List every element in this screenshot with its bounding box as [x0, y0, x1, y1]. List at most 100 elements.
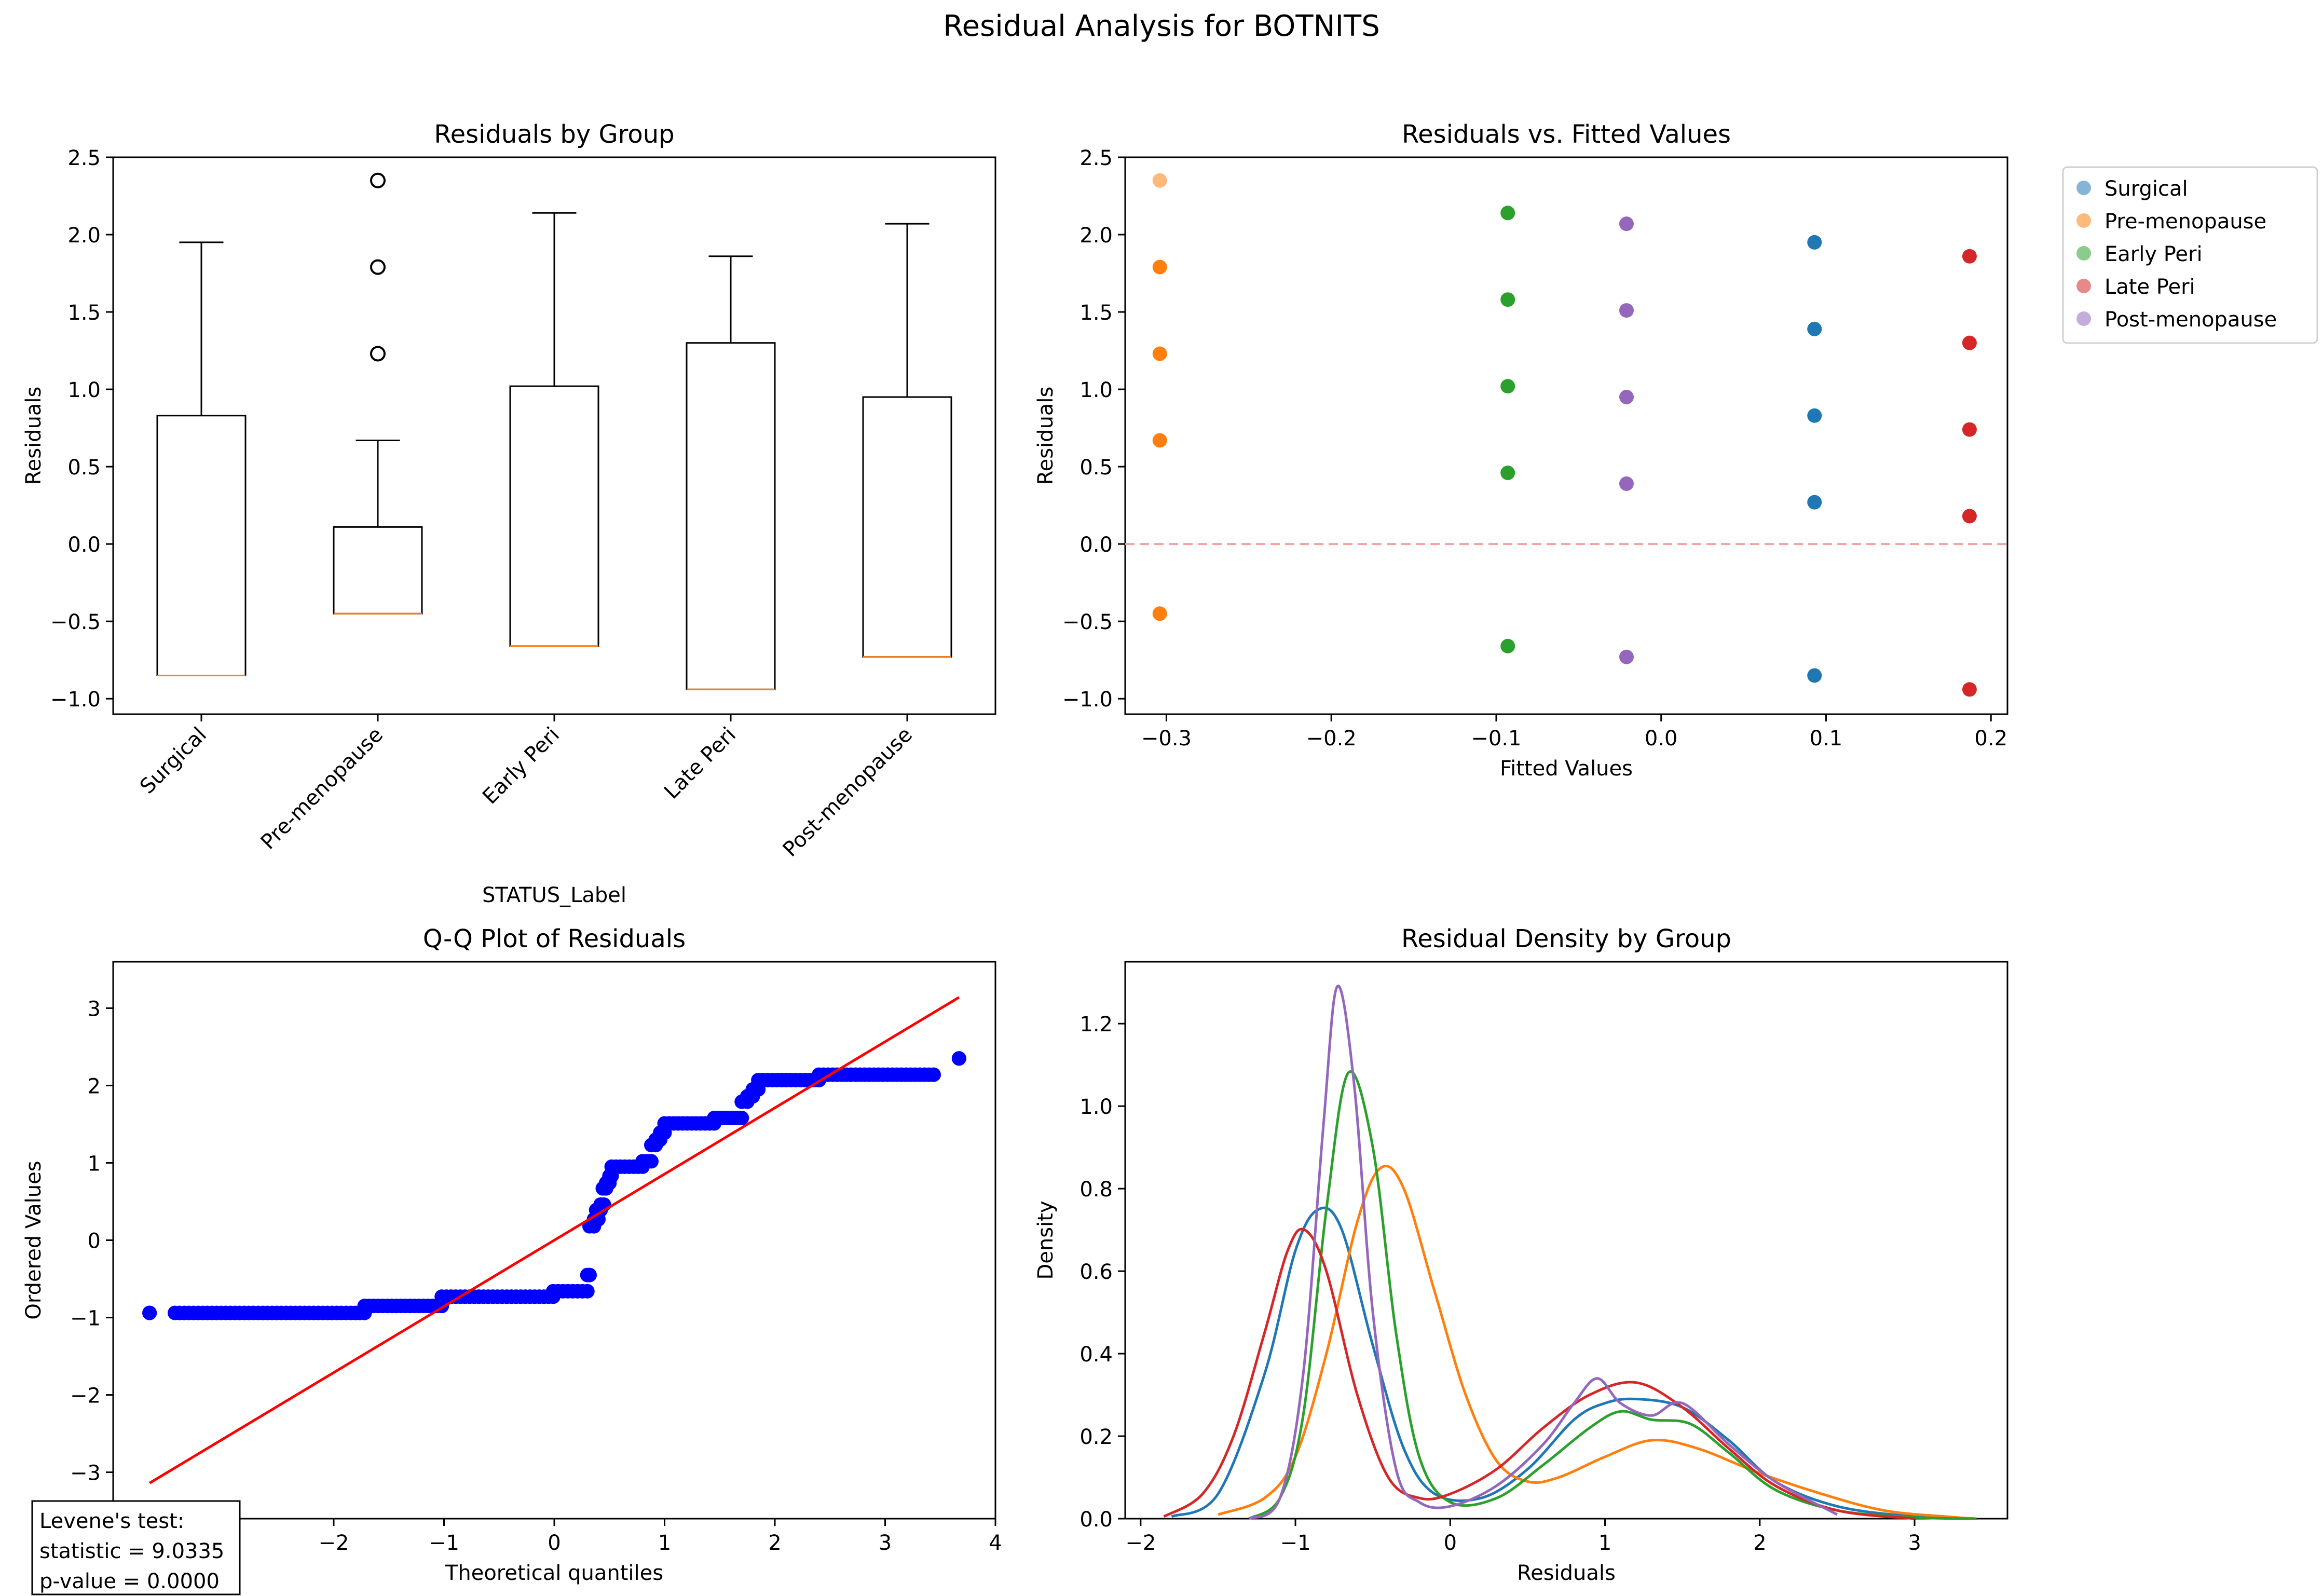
y-tick-label: −1 [70, 1307, 101, 1331]
x-tick-label: 1 [1598, 1531, 1611, 1555]
legend-marker [2076, 181, 2091, 195]
y-axis-label: Residuals [1034, 387, 1058, 485]
box-body [156, 415, 247, 676]
annotation-line-2: statistic = 9.0335 [39, 1539, 224, 1563]
y-tick-label: −3 [70, 1462, 101, 1485]
data-point [1962, 249, 1977, 264]
x-tick-label: −2 [319, 1531, 349, 1555]
qq-point [644, 1154, 659, 1169]
axes-frame [1124, 961, 2008, 1520]
data-point [1807, 408, 1822, 423]
x-tick-label: −1 [1280, 1531, 1311, 1555]
data-point [1619, 303, 1634, 318]
figure-title: Residual Analysis for BOTNITS [943, 9, 1380, 43]
legend-label: Surgical [2105, 177, 2188, 201]
data-point [1619, 216, 1634, 231]
y-tick-label: 0.0 [1079, 533, 1113, 557]
x-tick-label: Early Peri [478, 723, 564, 809]
data-point [1807, 668, 1822, 683]
x-axis-label: Theoretical quantiles [445, 1561, 663, 1585]
x-tick-label: Late Peri [660, 723, 741, 804]
outlier-point [370, 259, 386, 275]
box-body [333, 526, 423, 615]
x-tick-label: 3 [1908, 1531, 1921, 1555]
x-tick-label: Post-menopause [778, 723, 917, 862]
y-tick-label: −2 [70, 1384, 101, 1408]
data-point [1962, 422, 1977, 437]
y-tick-label: −0.5 [50, 610, 101, 634]
qq-point [951, 1051, 966, 1066]
y-tick-label: 0.4 [1079, 1343, 1113, 1367]
x-axis-label: Fitted Values [1500, 757, 1633, 781]
annotation-line-1: Levene's test: [39, 1509, 184, 1533]
series-late-peri [1962, 249, 1977, 697]
legend: Surgical Pre-menopause Early Peri Late Peri… [2062, 166, 2318, 344]
outlier-point [370, 346, 386, 362]
y-tick-label: −1.0 [50, 688, 101, 712]
box-3 [509, 212, 599, 647]
legend-box [2062, 166, 2318, 344]
box-plot-panel: Residuals by Group −1.0 −0.5 0.0 0.5 1.0 1.5 2.… [22, 120, 996, 907]
data-point [1807, 495, 1822, 510]
density-curve-early-peri [1248, 1070, 1977, 1520]
y-tick-label: 1.0 [67, 378, 101, 402]
x-tick-label: Surgical [135, 723, 211, 799]
axes-frame [1124, 156, 2008, 715]
y-tick-label: 3 [88, 997, 101, 1021]
data-point [1807, 235, 1822, 250]
data-point [1962, 335, 1977, 350]
x-tick-label: −0.2 [1306, 727, 1357, 751]
box-body [686, 342, 776, 690]
data-point [1500, 379, 1515, 394]
y-axis-label: Residuals [22, 387, 46, 485]
y-tick-label: 0.0 [67, 533, 101, 557]
y-tick-label: 0.5 [1079, 456, 1113, 480]
x-tick-label: 1 [658, 1531, 671, 1555]
y-tick-label: 0.0 [1079, 1508, 1113, 1532]
data-point [1619, 476, 1634, 491]
legend-label: Pre-menopause [2105, 210, 2266, 234]
x-tick-label: 0 [548, 1531, 561, 1555]
x-axis-label: Residuals [1517, 1561, 1616, 1585]
y-tick-label: 1.0 [1079, 1095, 1113, 1119]
y-axis-label: Density [1034, 1201, 1058, 1279]
x-axis-label: STATUS_Label [482, 883, 626, 907]
data-point [1152, 260, 1167, 275]
series-post-menopause [1619, 216, 1634, 664]
data-point [1619, 649, 1634, 664]
y-tick-label: −1.0 [1062, 688, 1113, 712]
legend-marker [2076, 279, 2091, 293]
legend-label: Early Peri [2105, 242, 2203, 266]
data-point [1962, 509, 1977, 524]
y-tick-label: 2.5 [67, 146, 101, 170]
legend-marker [2076, 213, 2091, 228]
x-tick-label: 4 [989, 1531, 1002, 1555]
y-tick-label: 2.0 [67, 224, 101, 248]
qq-point [580, 1284, 595, 1299]
data-point [1152, 173, 1167, 188]
y-axis-label: Ordered Values [22, 1161, 46, 1319]
box-body [509, 385, 599, 647]
qq-point [734, 1111, 749, 1126]
series-pre-menopause [1152, 173, 1167, 621]
axes-title: Residuals by Group [434, 120, 674, 149]
y-tick-label: 1.2 [1079, 1013, 1113, 1036]
y-tick-label: 1.5 [1079, 301, 1113, 325]
qq-points [142, 1051, 966, 1320]
data-point [1962, 682, 1977, 697]
box-5 [862, 223, 952, 658]
x-tick-label: 0 [1444, 1531, 1457, 1555]
qq-point [926, 1067, 941, 1082]
qq-fit-line [148, 996, 960, 1484]
series-early-peri [1500, 206, 1515, 653]
x-tick-label: 0.2 [1974, 727, 2007, 751]
box-2 [333, 172, 423, 615]
data-point [1500, 466, 1515, 481]
y-tick-label: 0.5 [67, 456, 101, 480]
axes-title: Residual Density by Group [1401, 924, 1731, 953]
x-tick-label: Pre-menopause [256, 723, 388, 854]
y-tick-label: 2.0 [1079, 224, 1113, 248]
scatter-panel: Residuals vs. Fitted Values −1.0 −0.5 0.0 0.… [1034, 120, 2318, 781]
y-tick-label: 0.6 [1079, 1260, 1113, 1284]
